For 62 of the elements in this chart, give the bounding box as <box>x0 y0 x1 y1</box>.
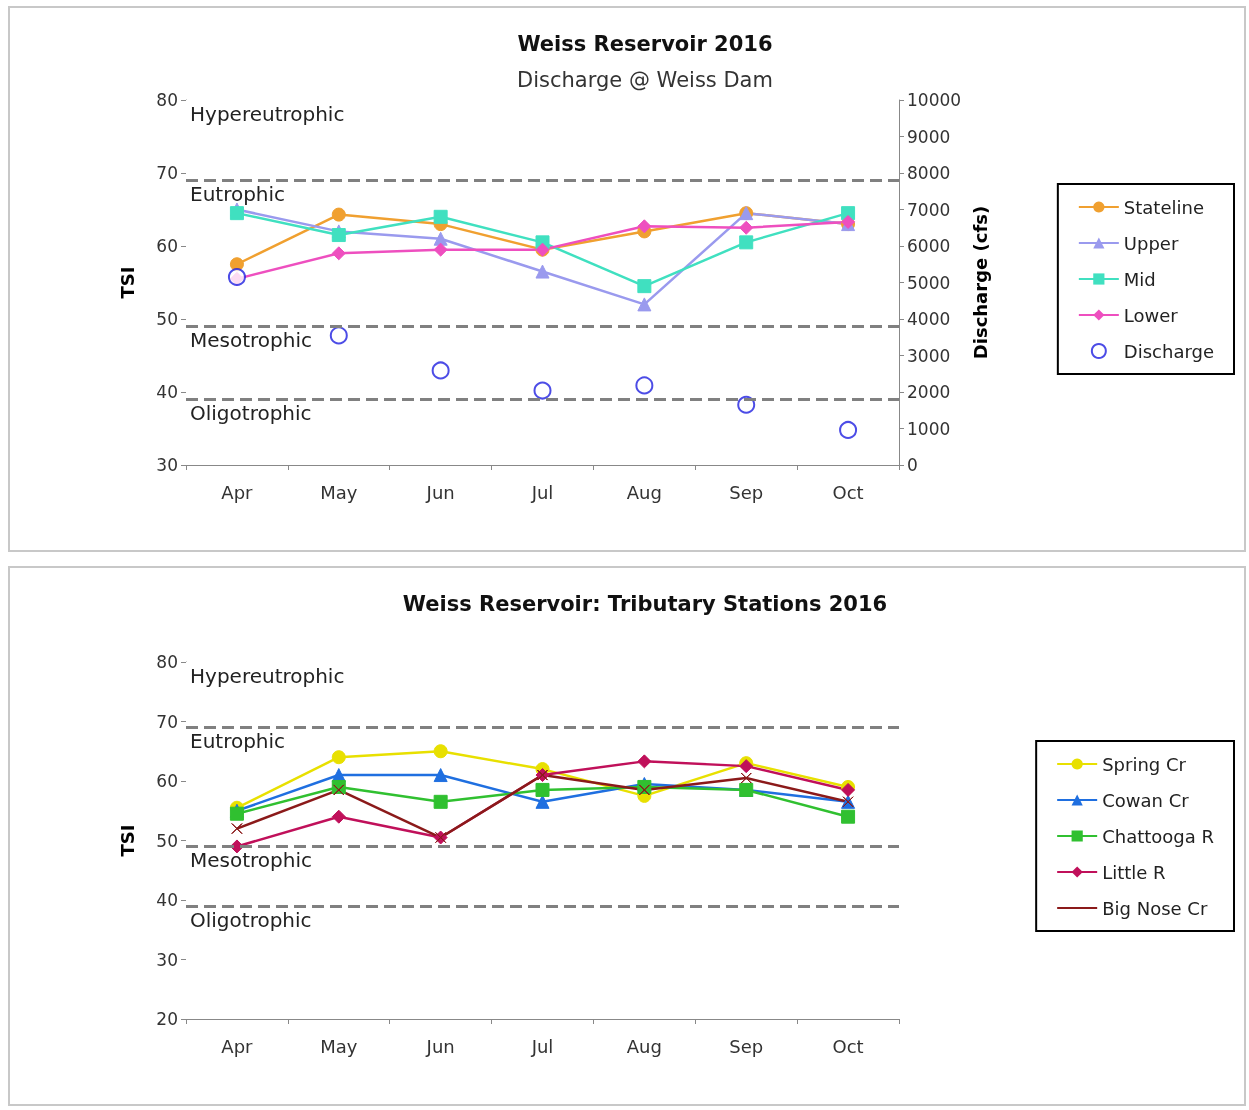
y-tick-label: 70 <box>156 711 178 732</box>
x-tick-label: Aug <box>626 481 662 503</box>
y-tick-label: 80 <box>156 652 178 672</box>
y2-axis-title: Discharge (cfs) <box>970 205 992 360</box>
band-label: Eutrophic <box>190 182 286 207</box>
y2-tick-label: 7000 <box>907 199 951 220</box>
legend-label: Stateline <box>1123 196 1204 218</box>
band-label: Oligotrophic <box>190 401 312 426</box>
y-tick-label: 30 <box>156 455 178 475</box>
y-tick-label: 80 <box>156 90 178 110</box>
y-tick-label: 50 <box>156 309 178 329</box>
band-label: Eutrophic <box>190 729 286 754</box>
y-tick-label: 40 <box>156 382 178 402</box>
legend-label: Chattooga R <box>1102 825 1215 847</box>
chart-title: Weiss Reservoir: Tributary Stations 2016 <box>402 591 888 616</box>
band-label: Hypereutrophic <box>190 664 345 688</box>
x-tick-label: Oct <box>832 481 864 503</box>
x-tick-label: May <box>320 481 358 503</box>
x-tick-label: Jul <box>530 1035 554 1057</box>
x-tick-label: Jun <box>425 481 455 503</box>
y-tick-label: 60 <box>156 236 178 256</box>
legend-label: Discharge <box>1123 340 1215 362</box>
band-label: Oligotrophic <box>190 907 312 932</box>
y-tick-label: 20 <box>156 1009 178 1029</box>
y2-tick-label: 8000 <box>907 163 951 183</box>
y2-tick-label: 4000 <box>907 309 951 329</box>
x-tick-label: Apr <box>221 1035 254 1057</box>
y-tick-label: 50 <box>156 830 178 851</box>
y-axis-title: TSI <box>116 824 138 857</box>
x-tick-label: Sep <box>729 481 764 503</box>
band-label: Mesotrophic <box>190 328 313 353</box>
legend-label: Cowan Cr <box>1102 789 1190 811</box>
x-tick-label: Oct <box>832 1035 864 1057</box>
x-tick-label: Jul <box>530 481 554 503</box>
y-tick-label: 60 <box>156 771 178 791</box>
y-tick-label: 70 <box>156 163 178 183</box>
x-tick-label: Aug <box>626 1035 662 1057</box>
legend-label: Spring Cr <box>1102 753 1187 775</box>
legend-label: Lower <box>1123 304 1179 326</box>
legend-label: Little R <box>1102 861 1166 883</box>
y-tick-label: 30 <box>156 949 178 970</box>
x-tick-label: May <box>320 1035 358 1057</box>
y2-tick-label: 9000 <box>907 126 951 147</box>
y2-tick-label: 2000 <box>907 382 951 402</box>
y2-tick-label: 10000 <box>907 90 962 110</box>
legend-label: Big Nose Cr <box>1102 897 1208 919</box>
band-label: Hypereutrophic <box>190 102 345 126</box>
legend-label: Upper <box>1123 232 1179 254</box>
y2-tick-label: 3000 <box>907 345 951 366</box>
chart-title: Weiss Reservoir 2016 <box>517 31 773 56</box>
chart-subtitle: Discharge @ Weiss Dam <box>517 67 773 92</box>
y-tick-label: 40 <box>156 890 178 910</box>
legend-label: Mid <box>1123 268 1156 290</box>
y2-tick-label: 0 <box>907 455 918 475</box>
x-tick-label: Jun <box>425 1035 455 1057</box>
band-label: Mesotrophic <box>190 848 313 873</box>
y2-tick-label: 1000 <box>907 418 951 439</box>
y2-tick-label: 5000 <box>907 272 951 293</box>
y-axis-title: TSI <box>116 266 138 299</box>
x-tick-label: Apr <box>221 481 254 503</box>
x-tick-label: Sep <box>729 1035 764 1057</box>
y2-tick-label: 6000 <box>907 236 951 256</box>
